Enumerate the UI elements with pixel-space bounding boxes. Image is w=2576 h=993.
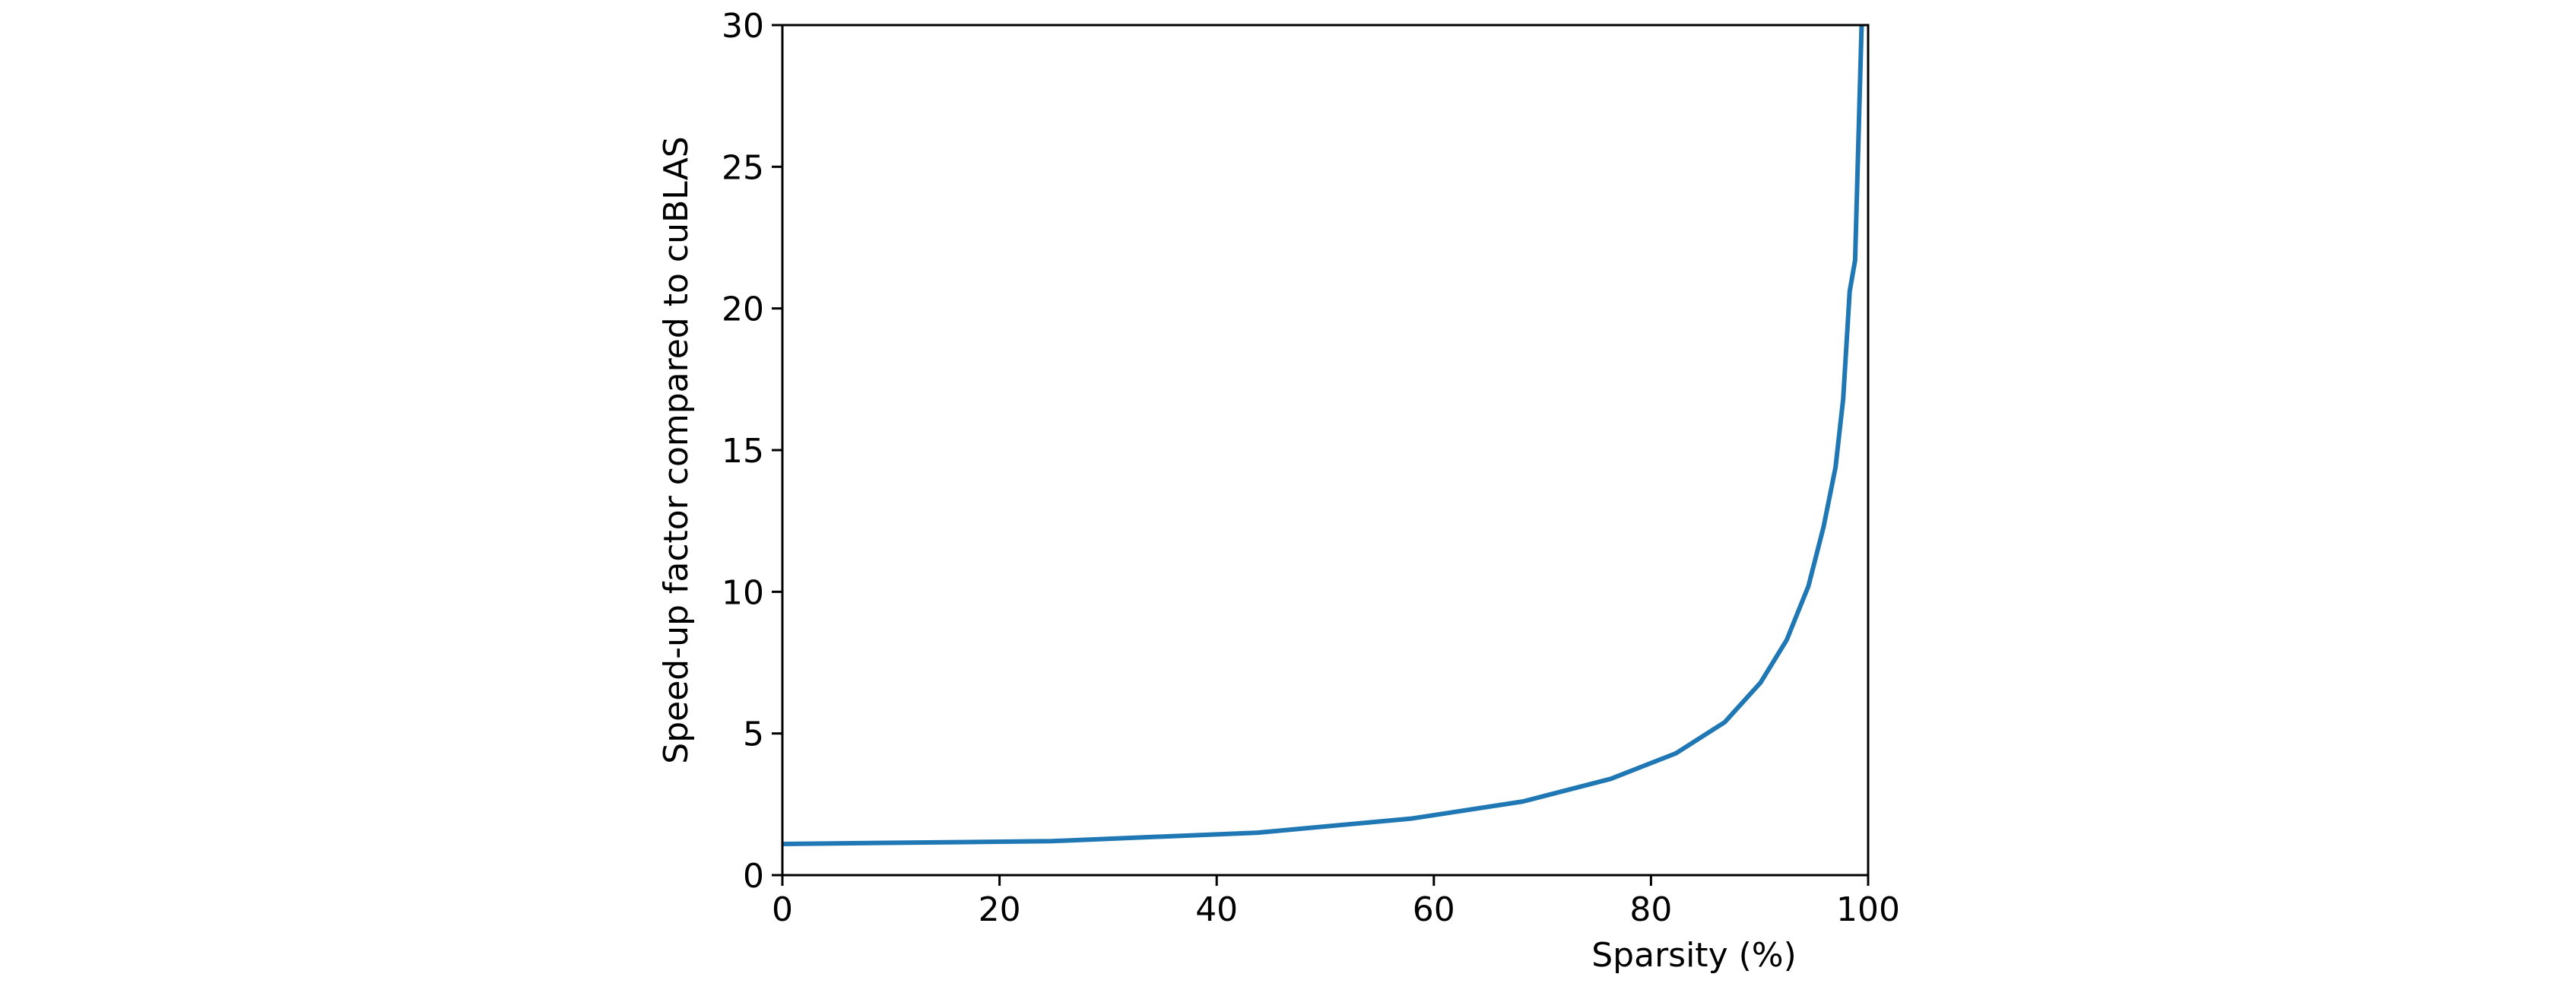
y-tick-label: 10	[722, 573, 764, 612]
y-tick-label: 0	[743, 857, 764, 896]
y-tick-label: 30	[722, 7, 764, 46]
x-tick-label: 60	[1413, 890, 1455, 929]
x-tick-label: 100	[1836, 890, 1900, 929]
x-axis-label: Sparsity (%)	[1591, 936, 1796, 975]
x-tick-label: 20	[979, 890, 1021, 929]
data-line	[782, 25, 1864, 847]
plot-frame	[781, 24, 1870, 877]
x-tick-label: 80	[1629, 890, 1672, 929]
x-tick-label: 0	[772, 890, 793, 929]
y-tick-label: 15	[722, 432, 764, 471]
y-axis-label: Speed-up factor compared to cuBLAS	[657, 136, 696, 763]
x-tick-label: 40	[1195, 890, 1238, 929]
y-tick-label: 5	[743, 715, 764, 754]
y-tick-label: 25	[722, 148, 764, 187]
y-tick-label: 20	[722, 290, 764, 329]
